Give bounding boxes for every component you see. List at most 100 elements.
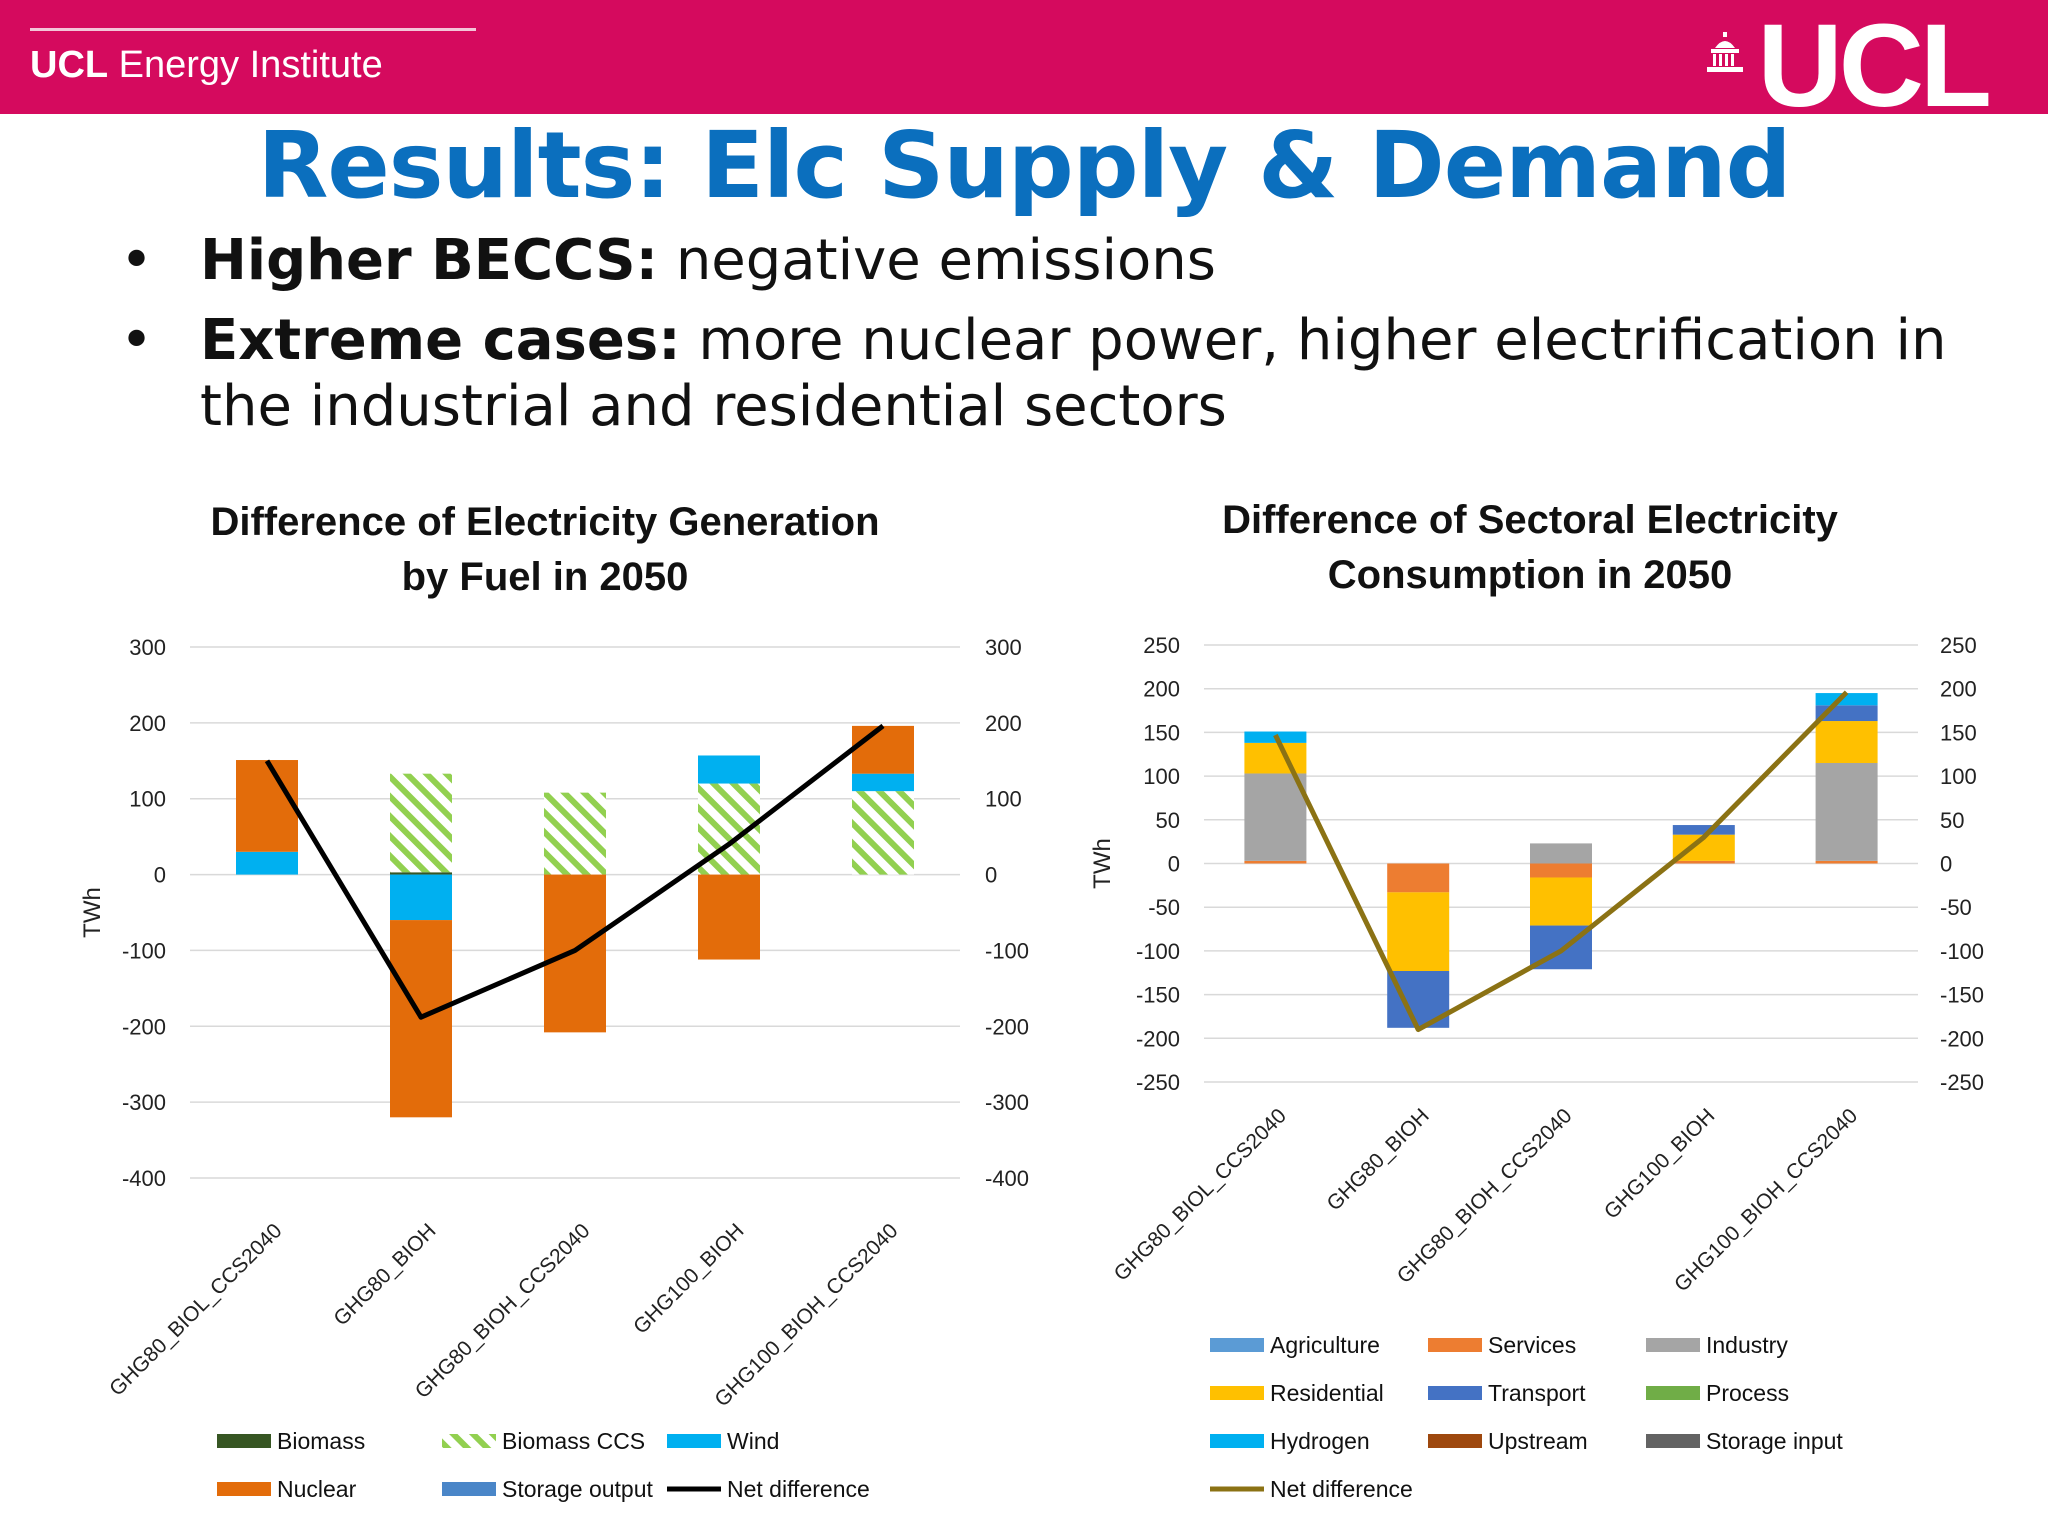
legend-swatch (1210, 1338, 1264, 1352)
y-tick-label: 150 (1143, 720, 1180, 745)
y2-tick-label: 100 (1940, 764, 1977, 789)
legend-label: Upstream (1488, 1428, 1588, 1454)
y2-tick-label: 300 (985, 635, 1022, 660)
bar-segment (852, 725, 914, 774)
y-tick-label: 0 (1168, 852, 1180, 877)
y-tick-label: 200 (129, 711, 166, 736)
y2-tick-label: 0 (985, 863, 997, 888)
bar-segment (852, 791, 914, 875)
legend-label: Agriculture (1270, 1332, 1380, 1358)
legend-label: Biomass CCS (502, 1428, 645, 1454)
legend-swatch (1646, 1434, 1700, 1448)
bar-segment (1530, 843, 1592, 864)
y-tick-label: -150 (1136, 983, 1180, 1008)
bar-segment (1387, 863, 1450, 893)
legend-swatch (217, 1482, 271, 1496)
y-tick-label: 200 (1143, 677, 1180, 702)
legend-label: Wind (727, 1428, 779, 1454)
legend-label: Nuclear (277, 1476, 357, 1502)
net-difference-line (264, 723, 885, 1020)
y-tick-label: 50 (1156, 808, 1180, 833)
bar-segment (1530, 863, 1592, 878)
ucl-logo: UCL (1707, 0, 1992, 132)
bar-segment (698, 874, 760, 960)
bullet-text: more nuclear power, higher electrificati… (200, 308, 1947, 439)
legend-label: Storage output (502, 1476, 654, 1502)
header-rule (30, 28, 476, 31)
bar-segment (544, 874, 606, 1033)
y2-tick-label: -200 (1940, 1026, 1984, 1051)
y-tick-label: 250 (1143, 633, 1180, 658)
bar-segment (390, 872, 452, 875)
y-tick-label: -200 (122, 1014, 166, 1039)
y-tick-label: -300 (122, 1090, 166, 1115)
bar-segment (1244, 773, 1307, 861)
bar-segment (1815, 693, 1878, 706)
y2-tick-label: -100 (1940, 939, 1984, 964)
institute-name-rest: Energy Institute (108, 44, 383, 86)
legend-swatch (1210, 1434, 1264, 1448)
slide-title: Results: Elc Supply & Demand (257, 112, 1792, 219)
header-banner: UCL Energy Institute UCL (0, 0, 2048, 132)
y2-tick-label: -50 (1940, 895, 1972, 920)
legend-swatch (217, 1434, 271, 1448)
legend-label: Process (1706, 1380, 1789, 1406)
legend-swatch (1428, 1386, 1482, 1400)
legend-swatch (1646, 1386, 1700, 1400)
ucl-logo-text: UCL (1757, 0, 1992, 132)
legend-swatch (1646, 1338, 1700, 1352)
chart-title: Difference of Electricity Generation (210, 500, 879, 544)
x-tick-label: GHG80_BIOH (1323, 1104, 1434, 1215)
bar-segment (390, 773, 452, 873)
bar-segment (852, 773, 914, 792)
y-tick-label: -400 (122, 1166, 166, 1191)
bar-segment (1815, 762, 1878, 861)
y-tick-label: 300 (129, 635, 166, 660)
legend-label: Net difference (727, 1476, 870, 1502)
bullet-item: • Higher BECCS: negative emissions (120, 228, 2020, 294)
y-axis-label: TWh (79, 887, 106, 938)
y2-tick-label: -300 (985, 1090, 1029, 1115)
y2-tick-label: 150 (1940, 720, 1977, 745)
bullet-text: negative emissions (658, 228, 1216, 293)
institute-name-bold: UCL (30, 44, 109, 86)
y2-tick-label: 250 (1940, 633, 1977, 658)
y-tick-label: -200 (1136, 1026, 1180, 1051)
bar-segment (1387, 892, 1450, 972)
x-tick-label: GHG100_BIOH (629, 1219, 748, 1338)
chart-title: Consumption in 2050 (1328, 553, 1733, 597)
y-tick-label: 100 (1143, 764, 1180, 789)
legend-swatch (442, 1482, 496, 1496)
legend-label: Industry (1706, 1332, 1788, 1358)
bullet-bold: Higher BECCS: (200, 228, 659, 293)
bullet-bold: Extreme cases: (200, 308, 681, 373)
legend-label: Hydrogen (1270, 1428, 1370, 1454)
legend-swatch (667, 1434, 721, 1448)
bar-segment (544, 792, 606, 875)
y-tick-label: -250 (1136, 1070, 1180, 1095)
y-axis-label: TWh (1089, 838, 1116, 889)
y2-tick-label: 200 (985, 711, 1022, 736)
bar-segment (390, 874, 452, 921)
bar-segment (1530, 877, 1592, 926)
y-tick-label: 0 (154, 863, 166, 888)
legend-swatch (442, 1434, 496, 1448)
bullet-dot: • (120, 228, 154, 293)
y2-tick-label: 0 (1940, 852, 1952, 877)
chart-title: by Fuel in 2050 (402, 555, 689, 599)
legend-label: Net difference (1270, 1476, 1413, 1502)
bar-segment (236, 851, 298, 875)
y-tick-label: -50 (1148, 895, 1180, 920)
generation-chart: Difference of Electricity Generation by F… (79, 500, 1029, 1502)
bar-segment (1672, 825, 1735, 835)
y2-tick-label: 100 (985, 787, 1022, 812)
bar-segment (1244, 860, 1307, 864)
x-tick-label: GHG80_BIOL_CCS2040 (105, 1219, 286, 1400)
legend-swatch (1210, 1386, 1264, 1400)
portico-dome-icon (1707, 32, 1744, 72)
x-tick-label: GHG100_BIOH_CCS2040 (710, 1219, 902, 1411)
consumption-chart: Difference of Sectoral Electricity Consum… (1089, 498, 1984, 1502)
y2-tick-label: -200 (985, 1014, 1029, 1039)
y-tick-label: 100 (129, 787, 166, 812)
bullet-list: • Higher BECCS: negative emissions • Extre… (120, 228, 2020, 454)
